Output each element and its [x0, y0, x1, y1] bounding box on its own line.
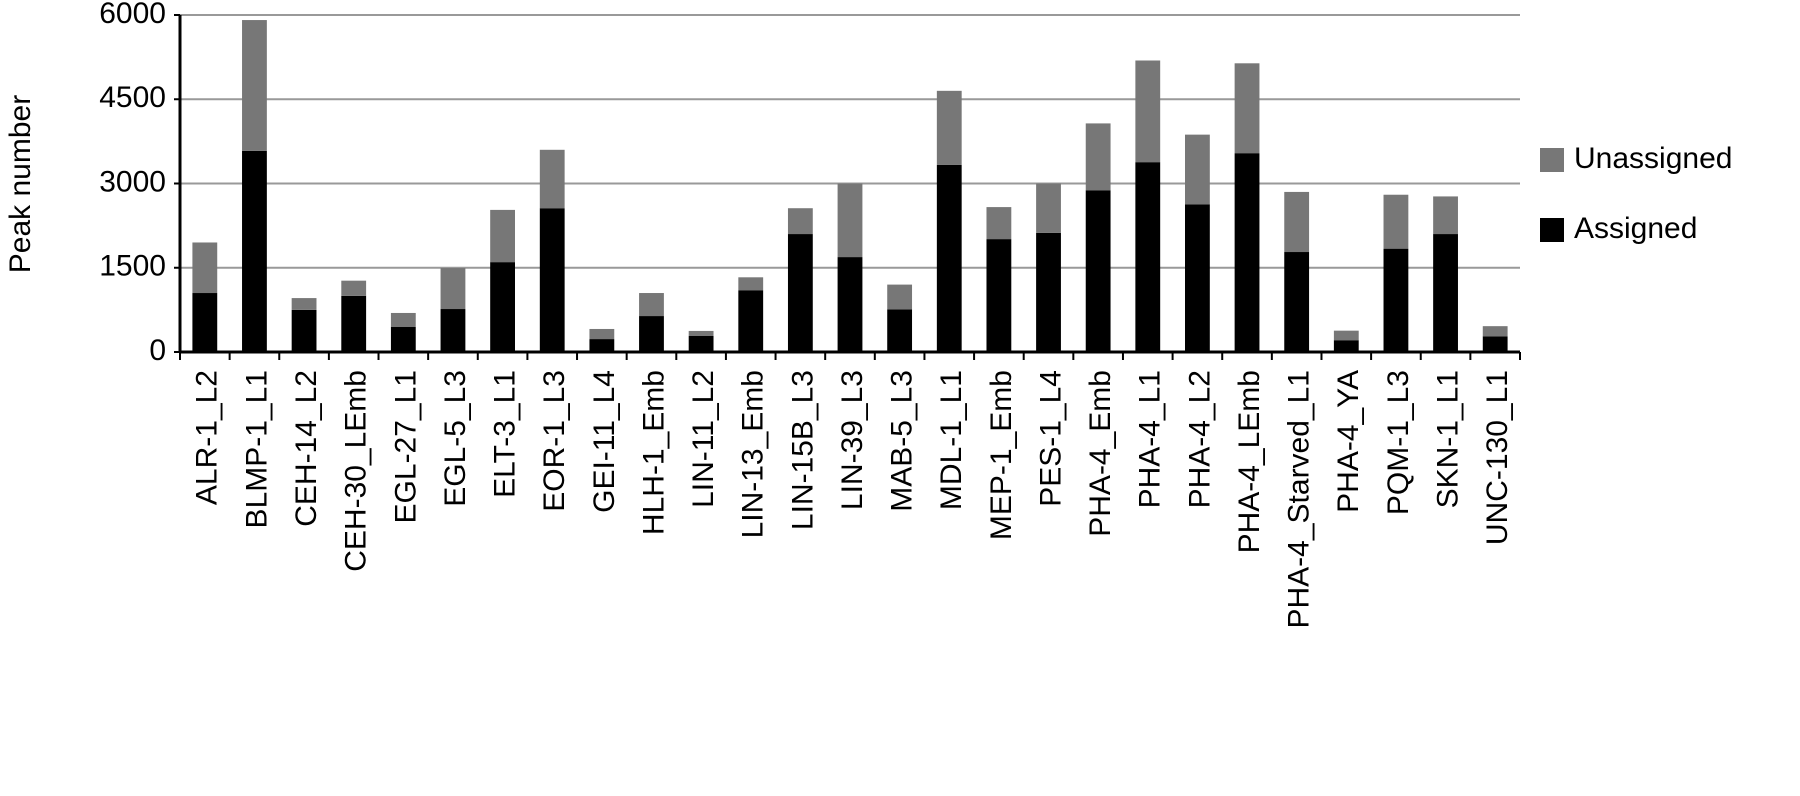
bar-segment: [242, 20, 267, 151]
x-tick-label: CEH-14_L2: [290, 370, 323, 527]
legend-label: Unassigned: [1574, 142, 1732, 175]
x-tick-label: MEP-1_Emb: [985, 370, 1018, 540]
y-tick-label: 0: [149, 334, 166, 367]
x-tick-label: LIN-39_L3: [836, 370, 869, 510]
x-tick-label: HLH-1_Emb: [637, 370, 670, 535]
bar-segment: [738, 277, 764, 291]
legend-swatch: [1540, 148, 1564, 172]
x-tick-label: PHA-4_L2: [1183, 370, 1216, 508]
bar-segment: [242, 150, 267, 352]
x-tick-label: LIN-15B_L3: [786, 370, 819, 530]
x-tick-label: ELT-3_L1: [489, 370, 522, 498]
legend-label: Assigned: [1574, 212, 1697, 245]
x-tick-label: PHA-4_LEmb: [1233, 370, 1266, 553]
bar-segment: [341, 280, 367, 296]
bar-segment: [688, 330, 714, 336]
bar-segment: [1482, 336, 1508, 352]
x-tick-label: PHA-4_YA: [1332, 370, 1365, 513]
y-axis-label: Peak number: [4, 95, 37, 273]
x-tick-label: PES-1_L4: [1034, 370, 1067, 507]
bar-segment: [291, 309, 317, 352]
x-tick-label: PHA-4_Starved_L1: [1283, 370, 1316, 629]
bar-segment: [1482, 326, 1508, 337]
x-tick-label: EGL-27_L1: [389, 370, 422, 523]
bar-segment: [1036, 232, 1061, 352]
x-tick-label: PHA-4_Emb: [1084, 370, 1117, 537]
bar-segment: [887, 284, 913, 310]
bar-segment: [1036, 183, 1061, 233]
bar-segment: [688, 335, 714, 352]
x-tick-label: UNC-130_L1: [1481, 370, 1514, 545]
legend-swatch: [1540, 218, 1564, 242]
bar-segment: [490, 262, 515, 352]
bar-segment: [1135, 60, 1161, 163]
x-tick-label: PHA-4_L1: [1134, 370, 1167, 508]
bar-segment: [440, 268, 466, 310]
bar-segment: [837, 257, 863, 352]
bar-segment: [1284, 191, 1310, 253]
bar-segment: [887, 309, 913, 352]
bar-segment: [936, 90, 962, 165]
bar-segment: [539, 149, 565, 209]
x-tick-label: MDL-1_L1: [935, 370, 968, 510]
bar-segment: [1383, 194, 1409, 249]
bar-segment: [1185, 204, 1210, 352]
bar-segment: [390, 327, 416, 352]
bar-segment: [1234, 63, 1260, 154]
bar-segment: [639, 316, 664, 352]
x-tick-label: LIN-11_L2: [687, 370, 720, 508]
x-tick-label: EGL-5_L3: [439, 370, 472, 507]
y-tick-label: 1500: [99, 250, 166, 283]
bar-segment: [1185, 134, 1210, 205]
bar-segment: [341, 295, 367, 352]
bar-segment: [490, 209, 515, 263]
x-tick-label: PQM-1_L3: [1382, 370, 1415, 515]
bar-segment: [1433, 196, 1458, 235]
bar-segment: [192, 242, 218, 294]
bar-segment: [539, 208, 565, 352]
x-tick-label: BLMP-1_L1: [240, 370, 273, 528]
bar-segment: [440, 309, 466, 352]
bar-segment: [639, 293, 664, 317]
bar-segment: [787, 234, 813, 352]
bar-segment: [1333, 330, 1359, 341]
x-tick-label: ALR-1_L2: [191, 370, 224, 505]
bar-segment: [1085, 190, 1111, 352]
bar-segment: [738, 290, 764, 352]
bar-segment: [1085, 123, 1111, 191]
y-tick-label: 6000: [99, 0, 166, 30]
bar-segment: [1433, 234, 1458, 352]
bar-segment: [1383, 248, 1409, 352]
bar-segment: [192, 293, 218, 352]
bar-segment: [1333, 340, 1359, 352]
bar-segment: [1234, 153, 1260, 352]
bar-segment: [986, 207, 1012, 240]
x-tick-label: EOR-1_L3: [538, 370, 571, 512]
bar-segment: [837, 183, 863, 258]
x-tick-label: LIN-13_Emb: [737, 370, 770, 538]
bar-segment: [1135, 162, 1161, 352]
bar-segment: [589, 339, 615, 352]
bar-segment: [936, 164, 962, 352]
x-tick-label: GEI-11_L4: [588, 370, 621, 513]
bar-segment: [787, 208, 813, 235]
x-tick-label: CEH-30_LEmb: [340, 370, 373, 572]
bar-segment: [390, 312, 416, 328]
y-tick-label: 3000: [99, 165, 166, 198]
x-tick-label: MAB-5_L3: [886, 370, 919, 512]
x-tick-label: SKN-1_L1: [1431, 370, 1464, 508]
bar-segment: [986, 239, 1012, 352]
y-tick-label: 4500: [99, 81, 166, 114]
bar-segment: [589, 328, 615, 340]
bar-segment: [291, 298, 317, 310]
bar-segment: [1284, 252, 1310, 352]
